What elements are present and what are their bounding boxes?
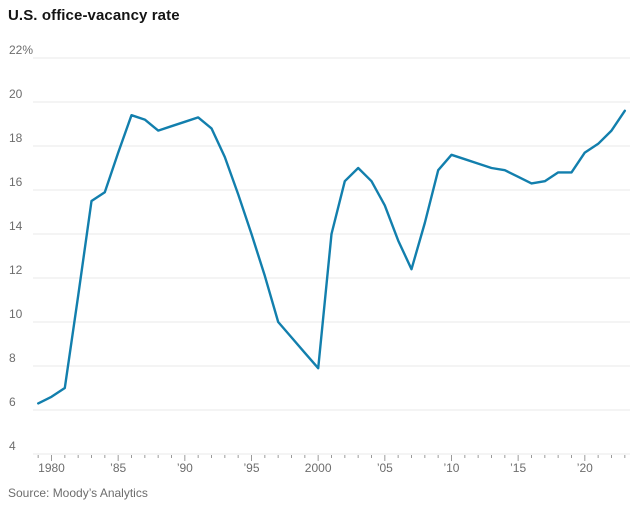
- x-tick-label: ’15: [510, 461, 526, 475]
- y-tick-label: 14: [9, 219, 23, 233]
- x-tick-label: ’95: [243, 461, 259, 475]
- y-tick-label: 10: [9, 307, 23, 321]
- chart-title: U.S. office-vacancy rate: [8, 7, 180, 24]
- vacancy-rate-line: [37, 109, 626, 405]
- x-tick-label: ’05: [377, 461, 393, 475]
- y-tick-label: 22%: [9, 43, 33, 57]
- y-tick-label: 4: [9, 439, 16, 453]
- x-tick-label: ’20: [577, 461, 593, 475]
- y-tick-label: 6: [9, 395, 16, 409]
- y-tick-label: 18: [9, 131, 23, 145]
- x-tick-label: ’90: [177, 461, 193, 475]
- x-tick-label: 1980: [38, 461, 65, 475]
- x-tick-label: 2000: [305, 461, 332, 475]
- x-tick-label: ’85: [110, 461, 126, 475]
- source-note: Source: Moody’s Analytics: [8, 486, 148, 500]
- y-tick-label: 20: [9, 87, 23, 101]
- y-tick-label: 16: [9, 175, 23, 189]
- y-tick-label: 12: [9, 263, 23, 277]
- y-tick-label: 8: [9, 351, 16, 365]
- x-tick-label: ’10: [443, 461, 459, 475]
